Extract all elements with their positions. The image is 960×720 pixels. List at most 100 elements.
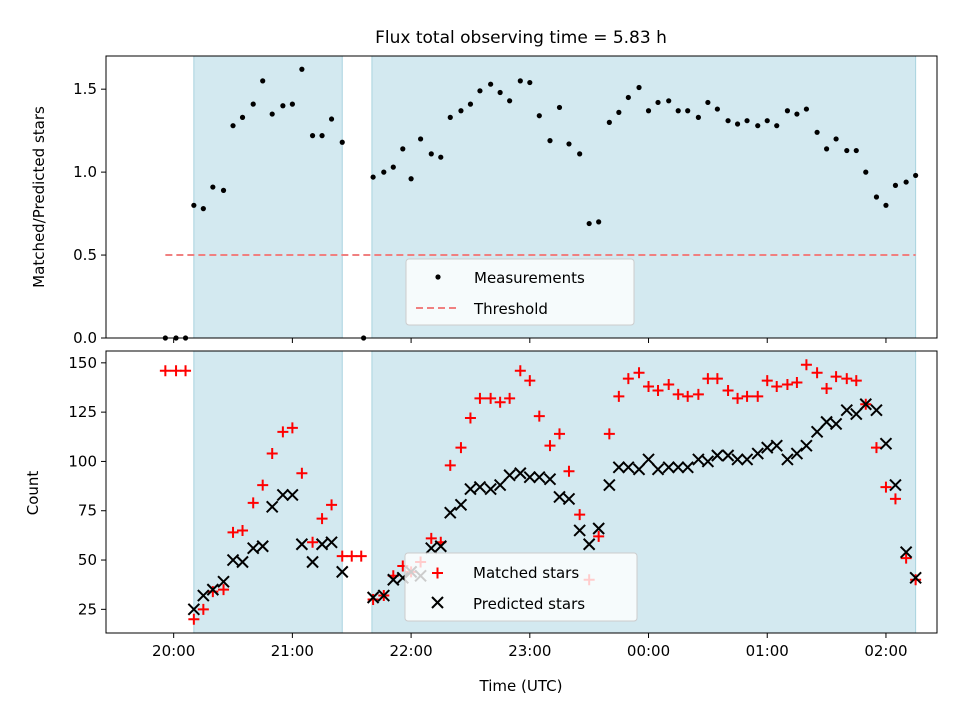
measurement-point: [636, 84, 642, 91]
predicted-star-point: [444, 506, 457, 519]
predicted-star-point: [325, 536, 338, 549]
measurement-point: [863, 169, 869, 175]
measurement-point: [488, 81, 494, 87]
measurement-point: [517, 78, 523, 84]
measurement-point: [784, 108, 791, 114]
matched-star-point: [180, 365, 192, 377]
legend-matched-label: Matched stars: [473, 564, 579, 582]
matched-star-point: [771, 380, 783, 392]
measurement-point: [833, 136, 839, 142]
measurement-point: [734, 121, 741, 127]
measurement-point: [458, 108, 464, 114]
measurement-point: [381, 169, 387, 175]
predicted-star-point: [187, 603, 201, 616]
measurement-point: [695, 114, 701, 120]
matched-star-point: [633, 367, 645, 379]
y-tick-label: 1.5: [73, 80, 97, 98]
matched-star-point: [910, 574, 922, 586]
measurement-point: [892, 182, 899, 188]
legend-matched-marker: [432, 567, 443, 579]
matched-star-point: [346, 550, 358, 562]
measurement-point: [655, 99, 661, 106]
matched-star-point: [170, 365, 182, 377]
measurement-point: [250, 101, 256, 107]
matched-star-point: [781, 379, 793, 391]
measurement-point: [566, 141, 572, 147]
predicted-star-point: [781, 453, 794, 466]
predicted-star-point: [315, 538, 329, 551]
matched-star-point: [159, 365, 171, 377]
observing-window-band: [193, 55, 343, 339]
predicted-star-point: [514, 467, 527, 480]
matched-star-point: [732, 392, 744, 404]
matched-star-point: [455, 442, 467, 454]
predicted-star-point: [246, 541, 260, 555]
x-axis-label: Time (UTC): [479, 677, 563, 695]
matched-star-point: [425, 532, 437, 544]
top-legend-box: [405, 258, 635, 326]
matched-star-point: [227, 526, 239, 538]
measurement-point: [547, 138, 553, 144]
measurement-point: [191, 202, 197, 208]
matched-star-point: [593, 530, 605, 542]
top-y-axis-label: Matched/Predicted stars: [30, 106, 48, 288]
matched-star-point: [266, 448, 278, 460]
matched-star-point: [237, 524, 249, 536]
matched-star-point: [533, 410, 545, 422]
predicted-star-point: [662, 461, 675, 474]
measurement-point: [714, 106, 720, 112]
y-tick-label: 125: [68, 403, 97, 421]
predicted-star-point: [622, 461, 635, 474]
chart-title: Flux total observing time = 5.83 h: [375, 28, 667, 48]
matched-star-point: [603, 428, 615, 440]
predicted-star-point: [286, 488, 299, 502]
measurement-point: [685, 108, 691, 114]
predicted-star-point: [543, 472, 557, 486]
predicted-star-point: [740, 453, 754, 466]
measurement-point: [370, 174, 376, 180]
matched-star-point: [682, 390, 694, 402]
top-panel: 0.0 0.5 1.0 1.5 Matched/Predicted stars Mea…: [30, 55, 938, 347]
matched-star-point: [880, 481, 892, 493]
x-tick-label: 20:00: [152, 642, 195, 660]
measurement-point: [645, 108, 652, 114]
matched-star-point: [574, 509, 586, 521]
bottom-panel: 25 50 75 100 125 150 20:00 21:00 22:00 23:00 00:0…: [24, 350, 938, 695]
matched-star-point: [464, 412, 476, 424]
y-tick-label: 0.0: [73, 329, 97, 347]
matched-star-point: [741, 390, 753, 402]
predicted-star-point: [612, 461, 626, 474]
predicted-star-point: [366, 591, 380, 604]
measurement-point: [497, 89, 503, 96]
predicted-star-point: [751, 447, 764, 460]
predicted-star-point: [770, 439, 783, 452]
matched-star-point: [702, 373, 714, 385]
matched-star-point: [207, 586, 219, 598]
predicted-star-point: [582, 538, 596, 551]
predicted-star-point: [692, 453, 705, 466]
predicted-star-point: [859, 398, 872, 411]
measurement-point: [606, 119, 612, 125]
measurement-point: [596, 219, 602, 225]
predicted-star-point: [790, 447, 804, 460]
matched-star-point: [316, 513, 328, 525]
matched-star-point: [692, 388, 704, 400]
matched-star-point: [889, 493, 901, 505]
x-tick-label: 00:00: [627, 642, 670, 660]
matched-star-point: [821, 382, 833, 394]
matched-star-point: [711, 373, 723, 385]
matched-star-point: [355, 550, 367, 562]
predicted-star-point: [800, 439, 813, 452]
predicted-star-point: [265, 500, 279, 513]
measurement-point: [467, 101, 474, 107]
matched-star-point: [544, 440, 556, 452]
matched-star-point: [257, 479, 269, 491]
measurement-point: [755, 123, 761, 129]
matched-star-point: [504, 392, 516, 404]
top-y-axis: 0.0 0.5 1.0 1.5: [73, 80, 106, 347]
predicted-star-point: [387, 573, 400, 586]
y-tick-label: 100: [68, 452, 97, 470]
predicted-star-point: [503, 469, 516, 482]
matched-star-point: [296, 467, 308, 479]
